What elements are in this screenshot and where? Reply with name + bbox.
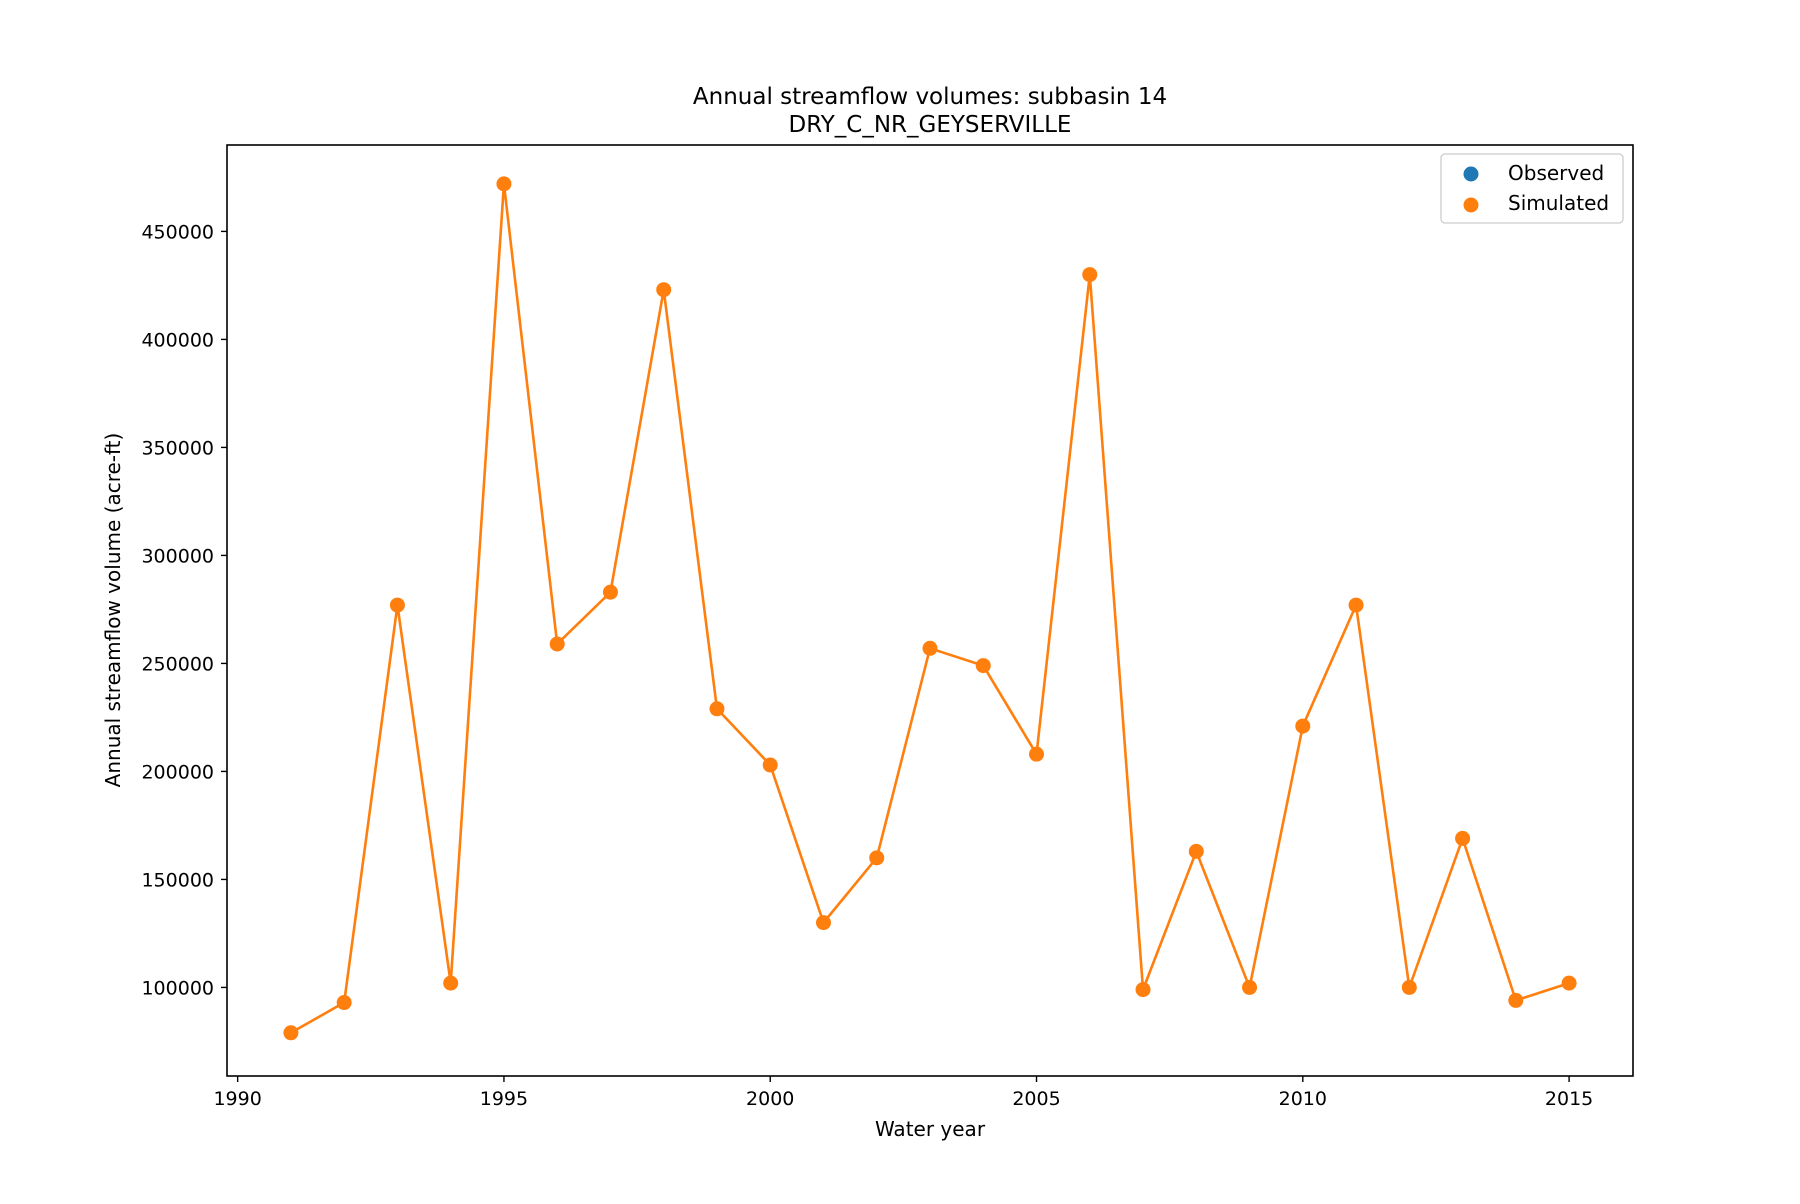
data-point	[1295, 718, 1311, 734]
y-tick-label: 250000	[141, 653, 214, 675]
y-tick-label: 150000	[141, 869, 214, 891]
data-point	[1188, 843, 1204, 859]
data-point	[443, 975, 459, 991]
y-tick-label: 400000	[141, 329, 214, 351]
legend-marker-observed	[1463, 166, 1479, 182]
legend-label-observed: Observed	[1508, 161, 1604, 185]
data-point	[709, 701, 725, 717]
x-tick-label: 2005	[1012, 1088, 1060, 1110]
simulated-series-points	[283, 176, 1577, 1041]
y-tick-label: 200000	[141, 761, 214, 783]
legend-marker-simulated	[1463, 197, 1479, 213]
data-point	[1508, 992, 1524, 1008]
y-axis-label: Annual streamflow volume (acre-ft)	[101, 433, 125, 788]
data-point	[762, 757, 778, 773]
data-point	[656, 282, 672, 298]
x-tick-label: 2000	[746, 1088, 794, 1110]
data-point	[496, 176, 512, 192]
legend: Observed Simulated	[1440, 153, 1624, 224]
legend-box	[1440, 153, 1624, 224]
data-point	[1455, 830, 1471, 846]
data-point	[283, 1025, 299, 1041]
data-point	[1082, 267, 1098, 283]
x-tick-label: 1995	[480, 1088, 528, 1110]
data-point	[1242, 979, 1258, 995]
y-tick-label: 100000	[141, 977, 214, 999]
y-tick-label: 450000	[141, 221, 214, 243]
x-tick-label: 2015	[1545, 1088, 1593, 1110]
data-point	[815, 915, 831, 931]
x-tick-label: 2010	[1279, 1088, 1327, 1110]
y-tick-label: 350000	[141, 437, 214, 459]
data-point	[1561, 975, 1577, 991]
data-point	[389, 597, 405, 613]
x-tick-label: 1990	[213, 1088, 261, 1110]
y-axis-ticks: 100000 150000 200000 250000 300000 350000 4000…	[141, 221, 227, 999]
x-axis-ticks: 1990 1995 2000 2005 2010 2015	[213, 1076, 1593, 1110]
data-point	[336, 995, 352, 1011]
data-point	[922, 640, 938, 656]
x-axis-label: Water year	[875, 1117, 986, 1141]
data-point	[1135, 982, 1151, 998]
data-point	[869, 850, 885, 866]
y-tick-label: 300000	[141, 545, 214, 567]
data-point	[1401, 979, 1417, 995]
data-point	[549, 636, 565, 652]
legend-label-simulated: Simulated	[1508, 191, 1609, 215]
data-point	[602, 584, 618, 600]
chart-subtitle: DRY_C_NR_GEYSERVILLE	[789, 112, 1072, 138]
data-point	[1029, 746, 1045, 762]
chart-title: Annual streamflow volumes: subbasin 14	[693, 84, 1167, 110]
data-point	[1348, 597, 1364, 613]
data-point	[975, 658, 991, 674]
plot-frame	[226, 144, 1634, 1077]
